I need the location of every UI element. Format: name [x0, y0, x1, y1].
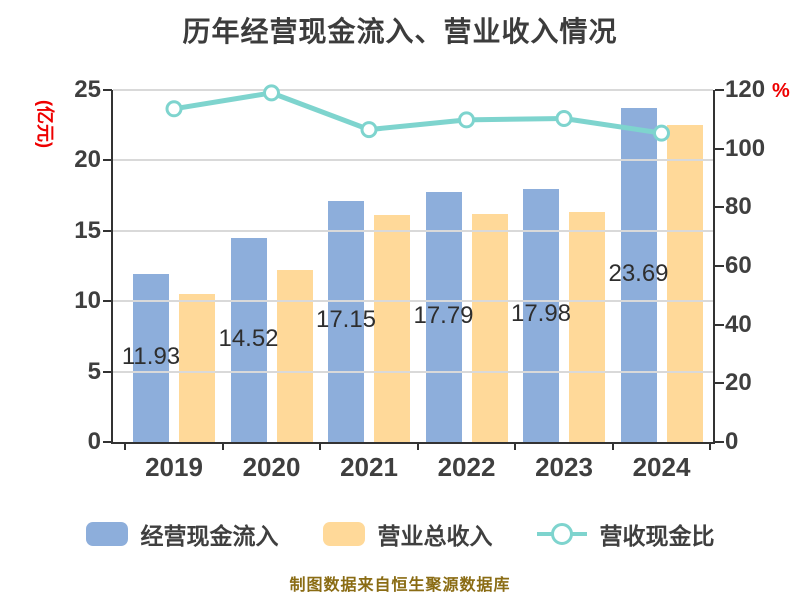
y-axis-tick-right [715, 441, 724, 443]
y-axis-tick-right [715, 147, 724, 150]
y-axis-tick-right [715, 89, 724, 91]
left-axis-unit: (亿元) [35, 100, 55, 148]
bar-value-label-2024: 23.69 [608, 260, 669, 288]
y-axis-label-left: 5 [87, 357, 101, 385]
y-axis-label-right: 20 [725, 369, 752, 397]
y-axis-label-right: 40 [725, 310, 752, 338]
bar-revenue-2021 [374, 215, 410, 442]
legend-item-cash-inflow: 经营现金流入 [85, 517, 279, 551]
y-axis-label-right: 80 [725, 193, 752, 221]
legend-swatch-revenue [322, 522, 365, 546]
plot-area: 0 5 10 15 20 25 0 20 40 60 80 100 120 2019 2020 2021 202… [74, 77, 765, 483]
ratio-line [171, 90, 664, 136]
chart-title: 历年经营现金流入、营业收入情况 [182, 16, 618, 47]
x-axis-label-2022: 2022 [437, 452, 496, 482]
y-axis-tick-left [103, 300, 112, 303]
bar-cash-inflow-2024 [620, 108, 657, 442]
x-axis-label-2024: 2024 [632, 452, 691, 482]
bar-revenue-2019 [179, 294, 215, 442]
bar-cash-inflow-2021 [328, 200, 364, 442]
x-axis-tick [709, 442, 712, 450]
y-axis-label-left: 20 [74, 146, 101, 174]
legend-label-ratio: 营收现金比 [599, 523, 715, 549]
legend-swatch-cash-inflow [85, 522, 128, 546]
bar-value-label-2022: 17.79 [413, 301, 474, 329]
right-axis-unit: % [772, 80, 790, 102]
y-axis-tick-left [103, 229, 112, 232]
x-axis-tick [221, 442, 224, 450]
x-axis-label-2020: 2020 [242, 452, 301, 482]
bar-cash-inflow-2022 [425, 191, 462, 442]
bar-value-label-2023: 17.98 [510, 300, 572, 328]
bar-value-label-2019: 11.93 [121, 343, 181, 370]
legend-label-revenue: 营业总收入 [377, 523, 493, 549]
gridline [113, 300, 713, 303]
y-axis-label-left: 10 [74, 287, 101, 315]
bar-value-label-2021: 17.15 [315, 306, 377, 334]
circle-marker-icon [550, 523, 573, 545]
x-axis-tick [319, 442, 322, 450]
bar-revenue-2022 [471, 213, 508, 442]
line-marker-2024 [653, 124, 670, 142]
y-axis-tick-right [715, 265, 724, 267]
y-axis-tick-left [103, 441, 112, 443]
x-axis-label-2023: 2023 [535, 452, 593, 482]
y-axis-label-right: 100 [725, 134, 766, 162]
gridline [113, 370, 713, 373]
line-marker-2020 [263, 84, 280, 102]
y-axis-label-left: 25 [74, 76, 101, 103]
y-axis-label-left: 0 [87, 428, 101, 455]
y-axis-tick-left [103, 159, 112, 162]
x-axis-tick [514, 442, 517, 450]
x-axis-tick [124, 442, 127, 450]
legend-line-marker-icon [536, 521, 587, 547]
y-axis-tick-right [715, 382, 724, 385]
footer-credit: 制图数据来自恒生聚源数据库 [289, 577, 511, 594]
line-marker-2019 [165, 100, 183, 118]
gridline [113, 229, 713, 232]
bar-cash-inflow-2020 [230, 237, 267, 442]
x-axis-tick [416, 442, 419, 450]
line-marker-2023 [555, 110, 573, 127]
legend-item-ratio: 营收现金比 [536, 517, 715, 551]
line-marker-2022 [458, 111, 475, 129]
y-axis-tick-right [715, 206, 724, 209]
y-axis-label-right: 0 [725, 428, 739, 455]
gridline [113, 159, 713, 162]
ratio-line-chart [165, 84, 670, 142]
x-axis-tick [611, 442, 614, 450]
legend-item-revenue: 营业总收入 [322, 517, 493, 551]
bar-revenue-2020 [276, 270, 313, 442]
gridline [113, 89, 713, 91]
bar-value-label-2020: 14.52 [218, 324, 279, 352]
bar-revenue-2023 [569, 212, 605, 442]
y-axis-tick-left [103, 89, 112, 91]
legend: 经营现金流入 营业总收入 营收现金比 [0, 517, 800, 551]
x-axis-label-2021: 2021 [340, 452, 398, 482]
bar-revenue-2024 [666, 125, 703, 442]
x-axis-label-2019: 2019 [145, 452, 203, 482]
legend-label-cash-inflow: 经营现金流入 [140, 523, 279, 549]
y-axis-label-left: 15 [74, 216, 101, 244]
y-axis-label-right: 60 [725, 252, 752, 279]
y-axis-tick-left [103, 370, 112, 373]
line-marker-2021 [360, 121, 378, 139]
y-axis-tick-right [715, 323, 724, 326]
y-axis-label-right: 120 [725, 76, 766, 103]
